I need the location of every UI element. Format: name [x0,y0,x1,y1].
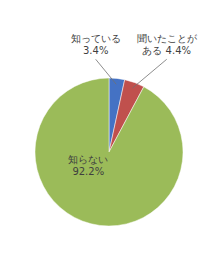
chart: 知っている3.4% 聞いたことがある 4.4% 知らない92.2% [0,0,218,256]
pie [35,78,183,226]
data-label-line: 聞いたことが [137,33,198,44]
leader-line [132,59,166,88]
slice [35,78,183,226]
data-label: 知らない92.2% [68,154,108,177]
labels: 知っている3.4% 聞いたことがある 4.4% 知らない92.2% [68,33,197,177]
data-label-line: 92.2% [72,166,104,177]
data-label-line: 3.4% [83,45,108,56]
data-label: 聞いたことがある 4.4% [137,33,198,56]
data-label: 知っている3.4% [71,33,121,56]
data-label-line: 知らない [68,154,108,165]
data-label-line: 知っている [71,33,121,44]
leader-line [96,59,117,84]
data-label-line: ある 4.4% [142,45,191,56]
